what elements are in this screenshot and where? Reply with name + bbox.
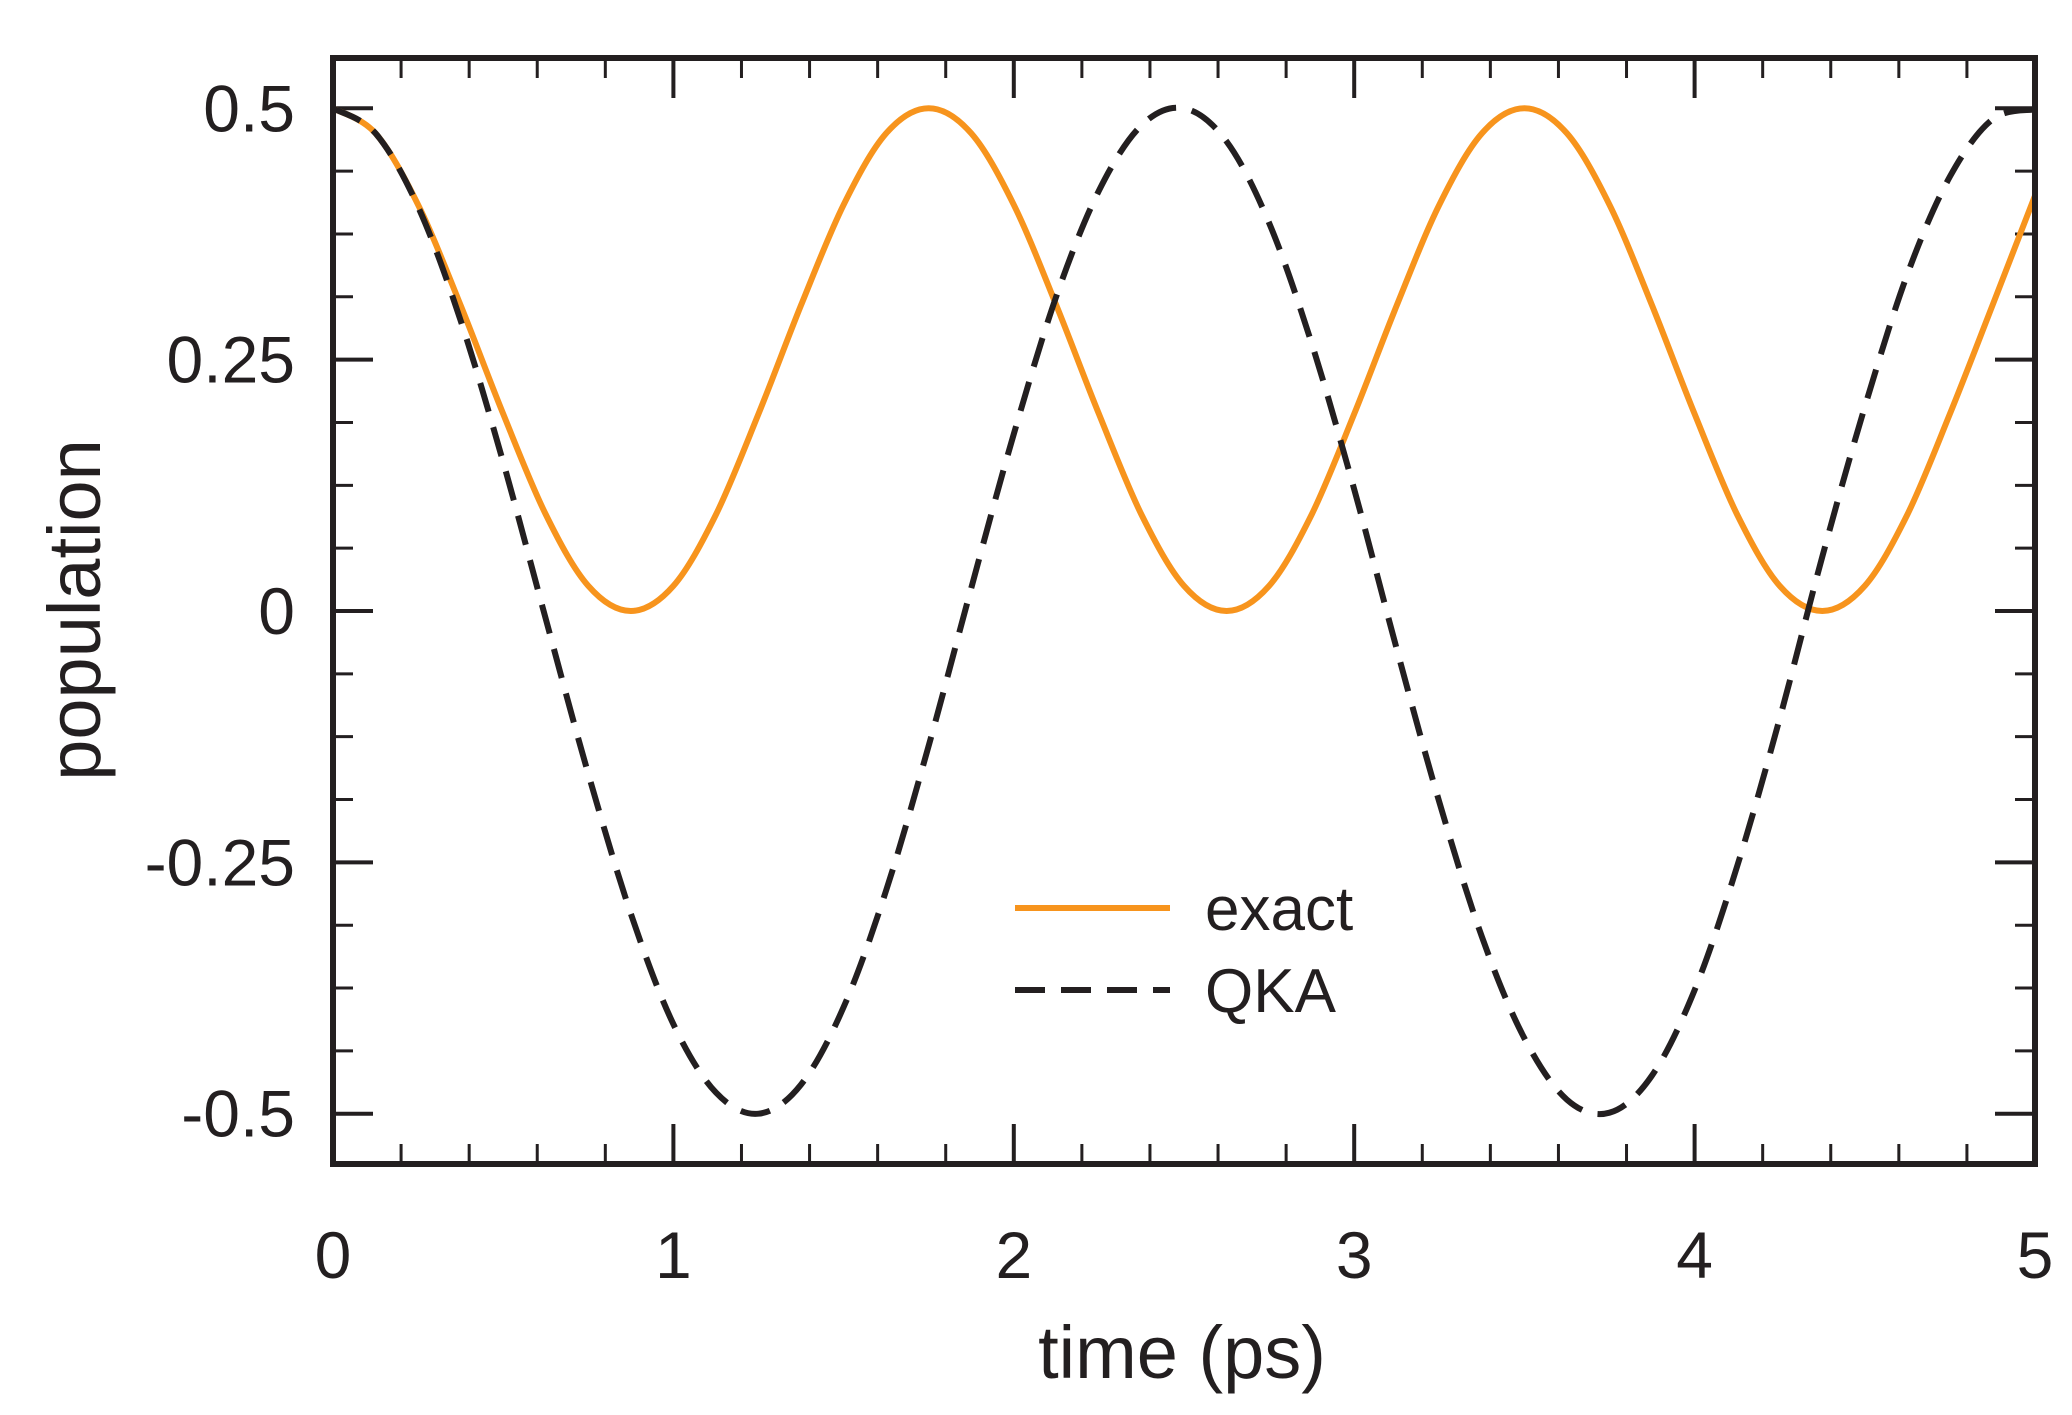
x-axis-title: time (ps) [1038,1311,1326,1394]
x-tick-label: 2 [995,1218,1032,1292]
data-point-qka [1182,106,1186,110]
x-tick-label: 1 [655,1218,692,1292]
x-tick-label: 0 [315,1218,352,1292]
minor-ticks [333,58,2035,1164]
legend-label-exact: exact [1205,875,1353,944]
x-tick-label: 4 [1676,1218,1713,1292]
y-tick-label: 0 [258,574,295,648]
y-tick-label: -0.5 [181,1077,295,1151]
x-tick-label: 3 [1336,1218,1373,1292]
data-point-qka [586,772,590,776]
data-point-qka [1778,717,1782,721]
series-line-qka [331,104,2036,1118]
data-point-qka [1863,405,1867,409]
series-line-exact [331,105,2038,614]
series-layer [331,104,2038,1118]
data-point-qka [1991,117,1995,121]
y-axis-title: population [33,439,116,781]
major-ticks [331,58,2037,1164]
data-point-qka [1310,342,1314,346]
y-tick-label: 0.25 [167,323,295,397]
data-point-qka [1905,272,1909,276]
legend: exact QKA [1015,875,1353,1026]
plot-frame [330,55,2038,1167]
x-tick-label: 5 [2017,1218,2054,1292]
data-point-qka [1139,123,1143,127]
data-point-qka [1395,647,1399,651]
y-tick-label: -0.25 [145,825,295,899]
legend-label-qka: QKA [1205,957,1337,1026]
y-tick-labels: 0.5 0.25 0 -0.25 -0.5 [145,71,295,1150]
y-tick-label: 0.5 [203,71,295,145]
x-tick-labels: 0 1 2 3 4 5 [315,1218,2054,1292]
data-point-qka [501,460,505,464]
